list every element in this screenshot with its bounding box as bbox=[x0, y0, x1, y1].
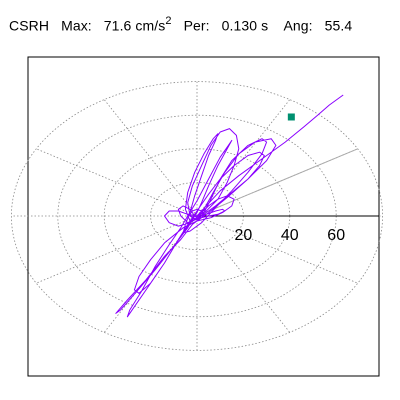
peak-marker bbox=[287, 113, 295, 121]
station-code: CSRH bbox=[9, 17, 50, 34]
chart-header: CSRH Max: 71.6 cm/s2 Per: 0.130 s Ang: 5… bbox=[9, 15, 353, 34]
max-value: 71.6 cm/s bbox=[103, 17, 166, 34]
max-value-exponent: 2 bbox=[165, 15, 172, 27]
period-label: Per: bbox=[183, 17, 210, 34]
grid-spoke-330 bbox=[196, 215, 358, 284]
orbit-marks bbox=[287, 113, 295, 121]
tick-label-20: 20 bbox=[235, 227, 253, 244]
polar-axes: 20 40 60 bbox=[196, 148, 379, 244]
grid-spoke-120 bbox=[103, 99, 198, 217]
orbit-trace-group bbox=[115, 94, 344, 318]
angle-value: 55.4 bbox=[324, 17, 353, 34]
grid-spoke-300 bbox=[196, 215, 291, 333]
angle-label: Ang: bbox=[283, 17, 313, 34]
direction-line-30 bbox=[196, 148, 358, 217]
grid-spoke-210 bbox=[36, 215, 198, 284]
grid-spoke-150 bbox=[36, 148, 198, 217]
max-label: Max: bbox=[61, 17, 92, 34]
orbit-trace-0 bbox=[115, 94, 344, 318]
tick-label-60: 60 bbox=[327, 227, 345, 244]
tick-label-40: 40 bbox=[281, 227, 299, 244]
period-value: 0.130 s bbox=[221, 17, 269, 34]
